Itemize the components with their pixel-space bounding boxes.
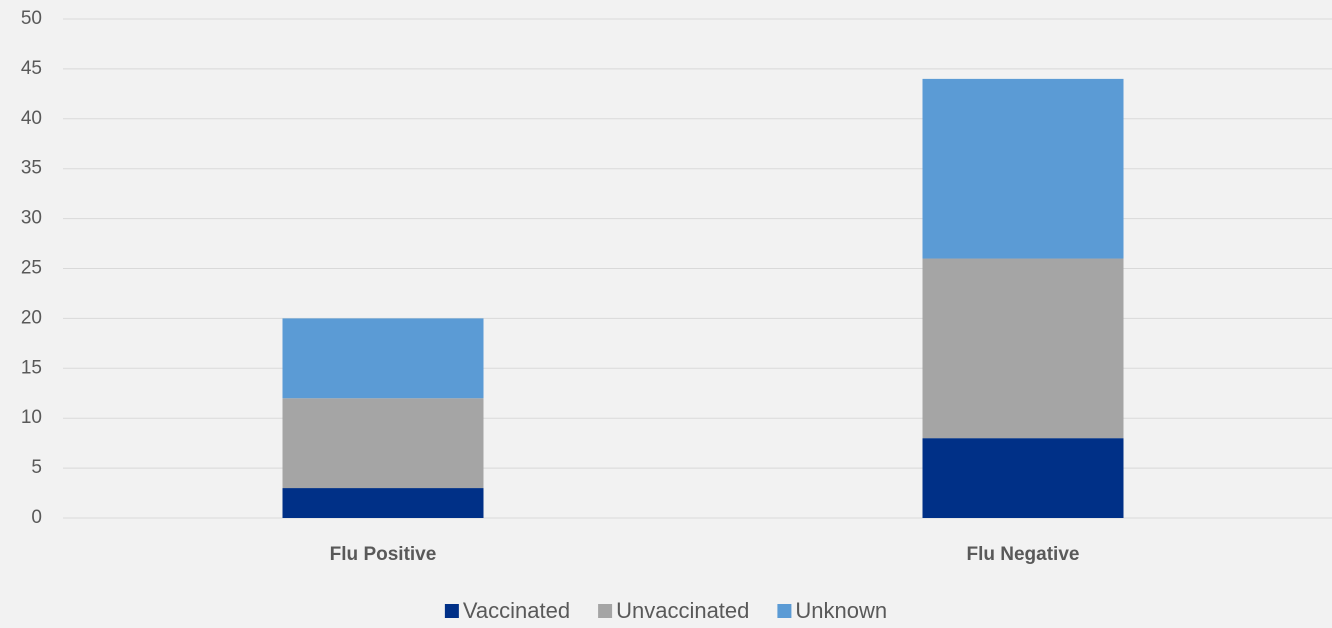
y-tick-label: 45 [21,58,42,79]
bar-segment [922,258,1124,439]
legend-label: Unknown [795,598,887,623]
x-tick-label: Flu Negative [967,544,1080,565]
legend-label: Vaccinated [463,598,570,623]
legend-swatch [598,604,613,618]
y-tick-label: 50 [21,8,42,29]
bar-segment [282,318,484,399]
legend-swatch [444,604,459,618]
x-tick-label: Flu Positive [330,544,437,565]
y-tick-label: 5 [31,457,42,478]
bar-segment [282,488,484,518]
bar-segment [922,438,1124,518]
legend-label: Unvaccinated [616,598,749,623]
y-tick-label: 35 [21,158,42,179]
bar-segment [922,78,1124,259]
bar-segment [282,398,484,489]
y-tick-label: 0 [31,507,42,528]
legend-swatch [777,604,792,618]
y-tick-label: 10 [21,407,42,428]
y-tick-label: 25 [21,258,42,279]
y-tick-label: 20 [21,307,42,328]
y-tick-label: 15 [21,357,42,378]
y-tick-label: 40 [21,108,42,129]
y-tick-label: 30 [21,208,42,229]
